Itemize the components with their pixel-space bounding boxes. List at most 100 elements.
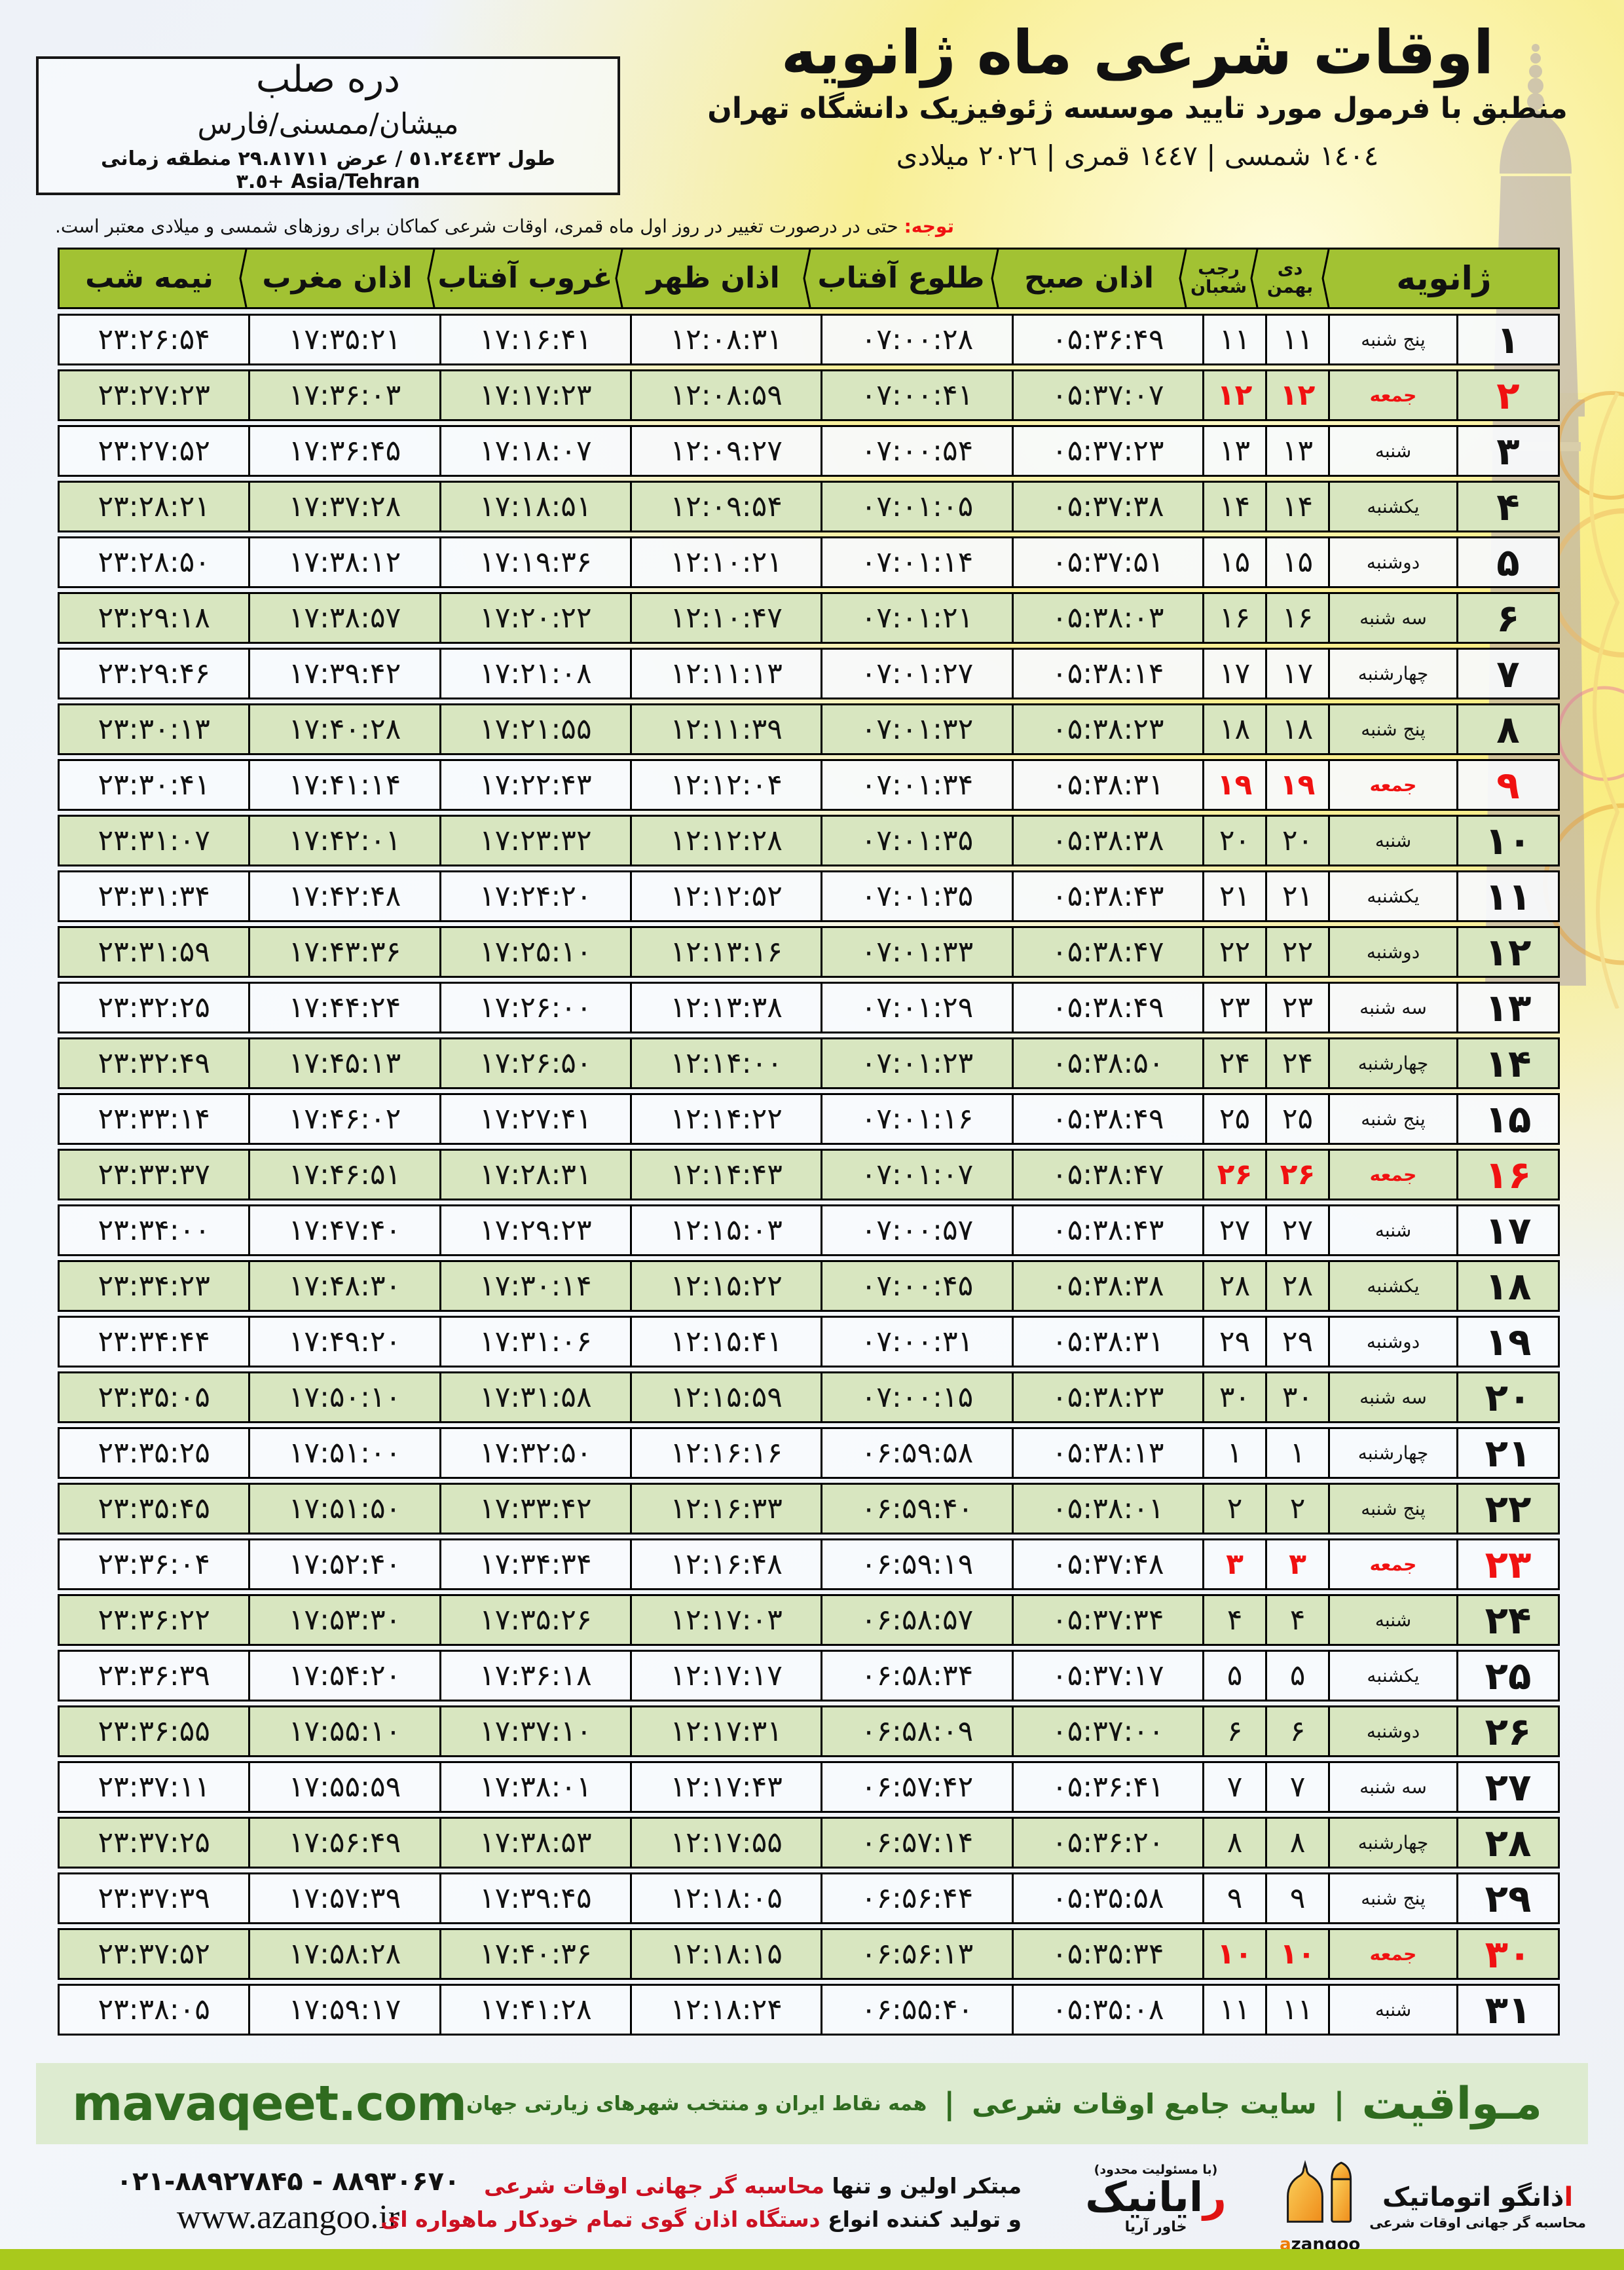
january-day-number: ۸ <box>1496 707 1520 752</box>
weekday-name: دوشنبه <box>1330 1707 1458 1755</box>
maghrib-time: ۱۷:۳۶:۰۳ <box>250 371 441 419</box>
maghrib-time: ۱۷:۴۴:۲۴ <box>250 984 441 1032</box>
fajr-time: ۰۵:۳۸:۰۱ <box>1014 1485 1204 1533</box>
header-divider-icon <box>1321 250 1330 307</box>
sunset-time: ۱۷:۲۴:۲۰ <box>441 872 633 920</box>
description-highlight: دستگاه اذان گوی تمام خودکار ماهواره ای <box>380 2206 821 2233</box>
weekday-name: جمعه <box>1330 1930 1458 1978</box>
weekday-name: چهارشنبه <box>1330 1819 1458 1867</box>
header-dey: دی <box>1277 258 1303 279</box>
table-row: ۲۸ چهارشنبه ۸ ۸ ۰۵:۳۶:۲۰ ۰۶:۵۷:۱۴ ۱۲:۱۷:… <box>58 1817 1560 1869</box>
mavaqeet-domain-link[interactable]: mavaqeet.com <box>72 2075 467 2132</box>
maghrib-time: ۱۷:۳۷:۲۸ <box>250 483 441 530</box>
lunar-day-number: ۱۱ <box>1204 1986 1267 2034</box>
fajr-time: ۰۵:۳۸:۴۷ <box>1014 928 1204 976</box>
midnight-time: ۲۳:۳۷:۵۲ <box>60 1930 251 1978</box>
midnight-time: ۲۳:۳۳:۱۴ <box>60 1095 251 1143</box>
table-body: ۱ پنج شنبه ۱۱ ۱۱ ۰۵:۳۶:۴۹ ۰۷:۰۰:۲۸ ۱۲:۰۸… <box>58 314 1560 2036</box>
fajr-time: ۰۵:۳۸:۳۸ <box>1014 1262 1204 1310</box>
january-day-number: ۲۱ <box>1485 1430 1532 1476</box>
dhuhr-time: ۱۲:۱۸:۰۵ <box>632 1874 823 1922</box>
lunar-day-number: ۴ <box>1204 1596 1267 1644</box>
table-row: ۳۱ شنبه ۱۱ ۱۱ ۰۵:۳۵:۰۸ ۰۶:۵۵:۴۰ ۱۲:۱۸:۲۴… <box>58 1984 1560 2036</box>
sunset-time: ۱۷:۲۶:۰۰ <box>441 984 633 1032</box>
azangoo-logo: اذانگو اتوماتیک محاسبه گر جهانی اوقات شر… <box>1278 2159 1586 2254</box>
fajr-time: ۰۵:۳۸:۳۸ <box>1014 817 1204 865</box>
weekday-name: دوشنبه <box>1330 538 1458 586</box>
maghrib-time: ۱۷:۴۵:۱۳ <box>250 1039 441 1087</box>
maghrib-time: ۱۷:۴۳:۳۶ <box>250 928 441 976</box>
table-row: ۳ شنبه ۱۳ ۱۳ ۰۵:۳۷:۲۳ ۰۷:۰۰:۵۴ ۱۲:۰۹:۲۷ … <box>58 425 1560 477</box>
header-sunset: غروب آفتاب <box>437 261 613 295</box>
fajr-time: ۰۵:۳۷:۲۳ <box>1014 427 1204 475</box>
header-sunrise: طلوع آفتاب <box>817 261 985 295</box>
rayanik-initial: ر <box>1203 2173 1227 2221</box>
mavaqeet-tagline-1: سایت جامع اوقات شرعی <box>972 2087 1317 2120</box>
midnight-time: ۲۳:۳۴:۴۴ <box>60 1318 251 1366</box>
lunar-day-number: ۲۷ <box>1204 1206 1267 1254</box>
midnight-time: ۲۳:۳۱:۳۴ <box>60 872 251 920</box>
maghrib-time: ۱۷:۵۸:۲۸ <box>250 1930 441 1978</box>
fajr-time: ۰۵:۳۸:۲۳ <box>1014 1373 1204 1421</box>
midnight-time: ۲۳:۳۴:۰۰ <box>60 1206 251 1254</box>
solar-day-number: ۸ <box>1267 1819 1330 1867</box>
table-row: ۱۲ دوشنبه ۲۲ ۲۲ ۰۵:۳۸:۴۷ ۰۷:۰۱:۳۳ ۱۲:۱۳:… <box>58 926 1560 978</box>
weekday-name: پنج شنبه <box>1330 705 1458 753</box>
midnight-time: ۲۳:۳۵:۲۵ <box>60 1429 251 1477</box>
weekday-name: شنبه <box>1330 1986 1458 2034</box>
fajr-time: ۰۵:۳۸:۴۳ <box>1014 872 1204 920</box>
weekday-name: سه شنبه <box>1330 1763 1458 1811</box>
solar-day-number: ۱۲ <box>1267 371 1330 419</box>
midnight-time: ۲۳:۳۰:۱۳ <box>60 705 251 753</box>
dhuhr-time: ۱۲:۱۸:۲۴ <box>632 1986 823 2034</box>
january-day-number: ۵ <box>1496 540 1520 585</box>
sunset-time: ۱۷:۱۹:۳۶ <box>441 538 633 586</box>
fajr-time: ۰۵:۳۸:۰۳ <box>1014 594 1204 642</box>
azangoo-website-link[interactable]: www.azangoo.ir <box>176 2199 400 2236</box>
solar-day-number: ۲۲ <box>1267 928 1330 976</box>
january-day-number: ۲۲ <box>1485 1486 1532 1531</box>
sunset-time: ۱۷:۴۱:۲۸ <box>441 1986 633 2034</box>
lunar-day-number: ۱۴ <box>1204 483 1267 530</box>
weekday-name: یکشنبه <box>1330 872 1458 920</box>
table-row: ۲۵ یکشنبه ۵ ۵ ۰۵:۳۷:۱۷ ۰۶:۵۸:۳۴ ۱۲:۱۷:۱۷… <box>58 1650 1560 1702</box>
sunset-time: ۱۷:۲۱:۵۵ <box>441 705 633 753</box>
january-day-number: ۲۹ <box>1485 1876 1532 1921</box>
maghrib-time: ۱۷:۴۸:۳۰ <box>250 1262 441 1310</box>
sunset-time: ۱۷:۳۶:۱۸ <box>441 1652 633 1700</box>
sunrise-time: ۰۶:۵۹:۵۸ <box>822 1429 1014 1477</box>
fajr-time: ۰۵:۳۵:۰۸ <box>1014 1986 1204 2034</box>
midnight-time: ۲۳:۳۲:۴۹ <box>60 1039 251 1087</box>
dhuhr-time: ۱۲:۰۸:۳۱ <box>632 316 823 363</box>
fajr-time: ۰۵:۳۷:۴۸ <box>1014 1540 1204 1588</box>
maghrib-time: ۱۷:۵۲:۴۰ <box>250 1540 441 1588</box>
january-day-number: ۲۴ <box>1485 1597 1532 1643</box>
solar-day-number: ۲۹ <box>1267 1318 1330 1366</box>
weekday-name: سه شنبه <box>1330 1373 1458 1421</box>
january-day-number: ۱۸ <box>1485 1263 1532 1309</box>
dhuhr-time: ۱۲:۰۹:۵۴ <box>632 483 823 530</box>
weekday-name: شنبه <box>1330 1206 1458 1254</box>
midnight-time: ۲۳:۳۴:۲۳ <box>60 1262 251 1310</box>
fajr-time: ۰۵:۳۸:۳۱ <box>1014 1318 1204 1366</box>
table-row: ۲۳ جمعه ۳ ۳ ۰۵:۳۷:۴۸ ۰۶:۵۹:۱۹ ۱۲:۱۶:۴۸ ۱… <box>58 1538 1560 1590</box>
mavaqeet-taglines: مـواقیت | سایت جامع اوقات شرعی | همه نقا… <box>466 2078 1542 2130</box>
sunset-time: ۱۷:۳۰:۱۴ <box>441 1262 633 1310</box>
sunrise-time: ۰۶:۵۹:۴۰ <box>822 1485 1014 1533</box>
azangoo-subtitle: محاسبه گر جهانی اوقات شرعی <box>1369 2215 1586 2231</box>
sunrise-time: ۰۶:۵۶:۴۴ <box>822 1874 1014 1922</box>
lunar-day-number: ۱۶ <box>1204 594 1267 642</box>
dhuhr-time: ۱۲:۱۲:۰۴ <box>632 761 823 809</box>
table-row: ۱۶ جمعه ۲۶ ۲۶ ۰۵:۳۸:۴۷ ۰۷:۰۱:۰۷ ۱۲:۱۴:۴۳… <box>58 1149 1560 1200</box>
weekday-name: سه شنبه <box>1330 594 1458 642</box>
dhuhr-time: ۱۲:۱۵:۰۳ <box>632 1206 823 1254</box>
solar-day-number: ۲۳ <box>1267 984 1330 1032</box>
solar-day-number: ۱۳ <box>1267 427 1330 475</box>
maghrib-time: ۱۷:۵۵:۵۹ <box>250 1763 441 1811</box>
company-description: مبتکر اولین و تنها محاسبه گر جهانی اوقات… <box>380 2169 1022 2236</box>
lunar-day-number: ۹ <box>1204 1874 1267 1922</box>
midnight-time: ۲۳:۳۱:۵۹ <box>60 928 251 976</box>
azangoo-initial: ا <box>1564 2182 1574 2212</box>
table-header-row: ژانویه دی بهمن رجب شعبان اذان صبح طلوع آ… <box>58 248 1560 309</box>
sunset-time: ۱۷:۳۳:۴۲ <box>441 1485 633 1533</box>
